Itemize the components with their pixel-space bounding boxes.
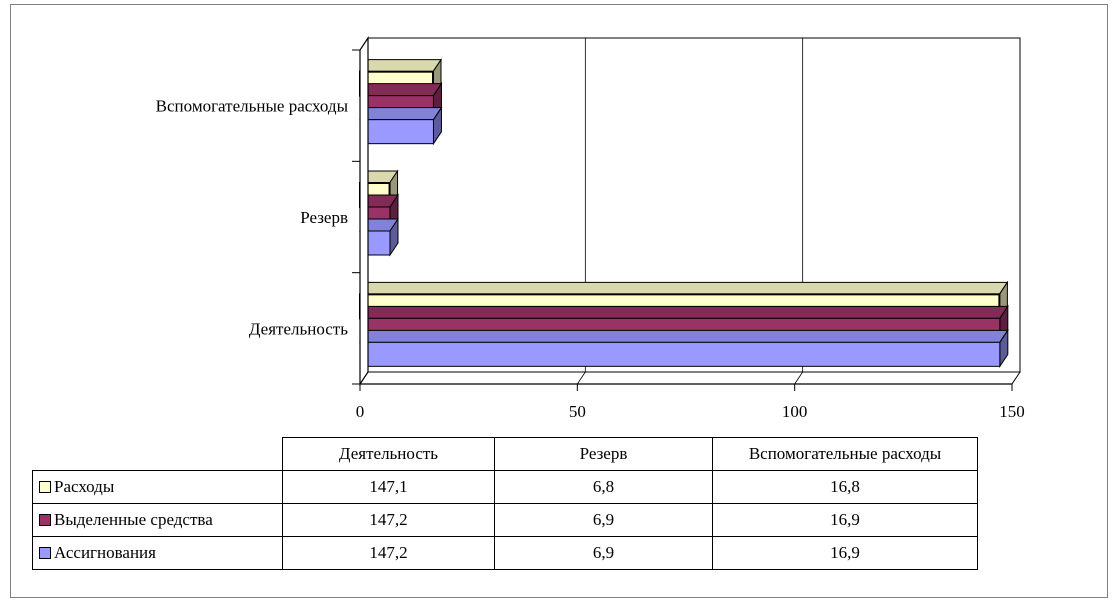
legend-label: Расходы xyxy=(54,477,115,496)
x-tick-label: 100 xyxy=(782,402,808,421)
table-header-cell: Деятельность xyxy=(282,437,495,471)
category-label: Вспомогательные расходы xyxy=(156,97,349,116)
category-labels: Деятельность Резерв Вспомогательные расход… xyxy=(156,97,349,339)
legend-label: Выделенные средства xyxy=(54,510,213,529)
x-tick-label: 50 xyxy=(569,402,586,421)
table-row: Ассигнования 147,2 6,9 16,9 xyxy=(32,536,978,570)
legend-swatch xyxy=(39,547,51,559)
category-label: Резерв xyxy=(300,208,348,227)
x-tick-label: 0 xyxy=(356,402,365,421)
table-cell: 147,2 xyxy=(282,503,495,537)
bar-top xyxy=(359,59,442,73)
bar-top xyxy=(359,107,443,121)
x-tick-labels: 0 50 100 150 xyxy=(356,402,1025,421)
bar-top xyxy=(359,83,443,97)
bar xyxy=(359,341,1001,367)
bar xyxy=(359,119,434,145)
legend-label: Ассигнования xyxy=(54,543,156,562)
table-row: Выделенные средства 147,2 6,9 16,9 xyxy=(32,503,978,537)
table-header-cell: Вспомогательные расходы xyxy=(712,437,978,471)
table-cell: 6,9 xyxy=(494,503,713,537)
legend-swatch xyxy=(39,514,51,526)
category-axis xyxy=(359,36,369,386)
bars xyxy=(359,58,1009,368)
table-cell: 147,1 xyxy=(282,470,495,504)
floor xyxy=(359,371,1021,385)
legend-item: Выделенные средства xyxy=(32,503,283,537)
x-tick-label: 150 xyxy=(999,402,1025,421)
gridline-floor xyxy=(577,371,586,385)
table-corner xyxy=(33,438,283,471)
bar-chart: 0 50 100 150 Деятельность Резерв Вспомогатель… xyxy=(156,36,1025,421)
table-cell: 16,9 xyxy=(712,536,978,570)
legend-item: Ассигнования xyxy=(32,536,283,570)
chart-frame xyxy=(10,4,1108,598)
data-table: Деятельность Резерв Вспомогательные расх… xyxy=(32,437,978,570)
table-header-row: Деятельность Резерв Вспомогательные расх… xyxy=(33,437,978,471)
legend-item: Расходы xyxy=(32,470,283,504)
table-cell: 16,9 xyxy=(712,503,978,537)
bar-top xyxy=(359,329,1009,343)
axes xyxy=(352,36,1013,391)
bar-top xyxy=(359,305,1009,319)
table-cell: 6,8 xyxy=(494,470,713,504)
table-row: Расходы 147,1 6,8 16,8 xyxy=(32,470,978,504)
legend-swatch xyxy=(39,481,51,493)
gridline-floor xyxy=(794,371,803,385)
table-cell: 147,2 xyxy=(282,536,495,570)
bar-top xyxy=(359,281,1009,295)
table-header-cell: Резерв xyxy=(494,437,713,471)
table-cell: 16,8 xyxy=(712,470,978,504)
category-label: Деятельность xyxy=(249,319,348,338)
table-cell: 6,9 xyxy=(494,536,713,570)
